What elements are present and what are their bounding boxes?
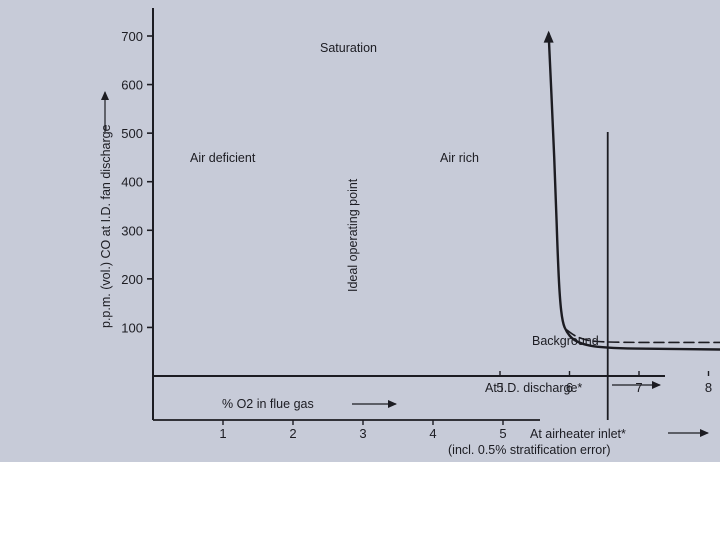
upper-x-tick-label: 8: [705, 380, 712, 395]
lower-x-tick-label: 1: [219, 426, 226, 441]
air-deficient-label: Air deficient: [190, 151, 256, 165]
lower-x-tick-label: 2: [289, 426, 296, 441]
y-axis-ticks: 100 200 300 400 500 600 700: [121, 29, 153, 335]
background-label: Background: [532, 334, 599, 348]
lower-x-tick-label: 4: [429, 426, 436, 441]
y-tick-label: 400: [121, 175, 143, 190]
upper-x-axis-title: At I.D. discharge*: [485, 381, 582, 395]
y-tick-label: 700: [121, 29, 143, 44]
lower-x-axis-note: (incl. 0.5% stratification error): [448, 443, 611, 457]
upper-x-axis-ticks: 5 6 7 8: [496, 371, 712, 395]
lower-x-axis-title: At airheater inlet*: [530, 427, 626, 441]
lower-x-tick-label: 5: [499, 426, 506, 441]
o2-axis-label: % O2 in flue gas: [222, 397, 314, 411]
series-layer: [543, 30, 720, 351]
ideal-operating-point-label: Ideal operating point: [346, 178, 360, 292]
axes: [152, 8, 709, 437]
co-vs-o2-chart: 100 200 300 400 500 600 700 5 6 7 8 1 2 3 4 5 p.p.m. …: [99, 8, 720, 457]
upper-x-tick-label: 5: [496, 380, 503, 395]
saturation-arrowhead: [543, 30, 554, 43]
scanned-page-background: [0, 0, 720, 462]
background-series-line: [565, 329, 720, 344]
saturation-label: Saturation: [320, 41, 377, 55]
y-tick-label: 500: [121, 126, 143, 141]
upper-x-tick-label: 6: [566, 380, 573, 395]
y-tick-label: 100: [121, 320, 143, 335]
y-axis-label-group: p.p.m. (vol.) CO at I.D. fan discharge: [99, 91, 113, 328]
saturation-series-line: [547, 32, 720, 351]
y-tick-label: 600: [121, 78, 143, 93]
upper-x-tick-label: 7: [635, 380, 642, 395]
air-rich-label: Air rich: [440, 151, 479, 165]
o2-axis-label-group: % O2 in flue gas: [222, 397, 397, 411]
y-tick-label: 300: [121, 223, 143, 238]
y-axis-label: p.p.m. (vol.) CO at I.D. fan discharge: [99, 124, 113, 328]
y-tick-label: 200: [121, 272, 143, 287]
lower-x-axis-ticks: 1 2 3 4 5: [219, 420, 507, 441]
lower-x-tick-label: 3: [359, 426, 366, 441]
